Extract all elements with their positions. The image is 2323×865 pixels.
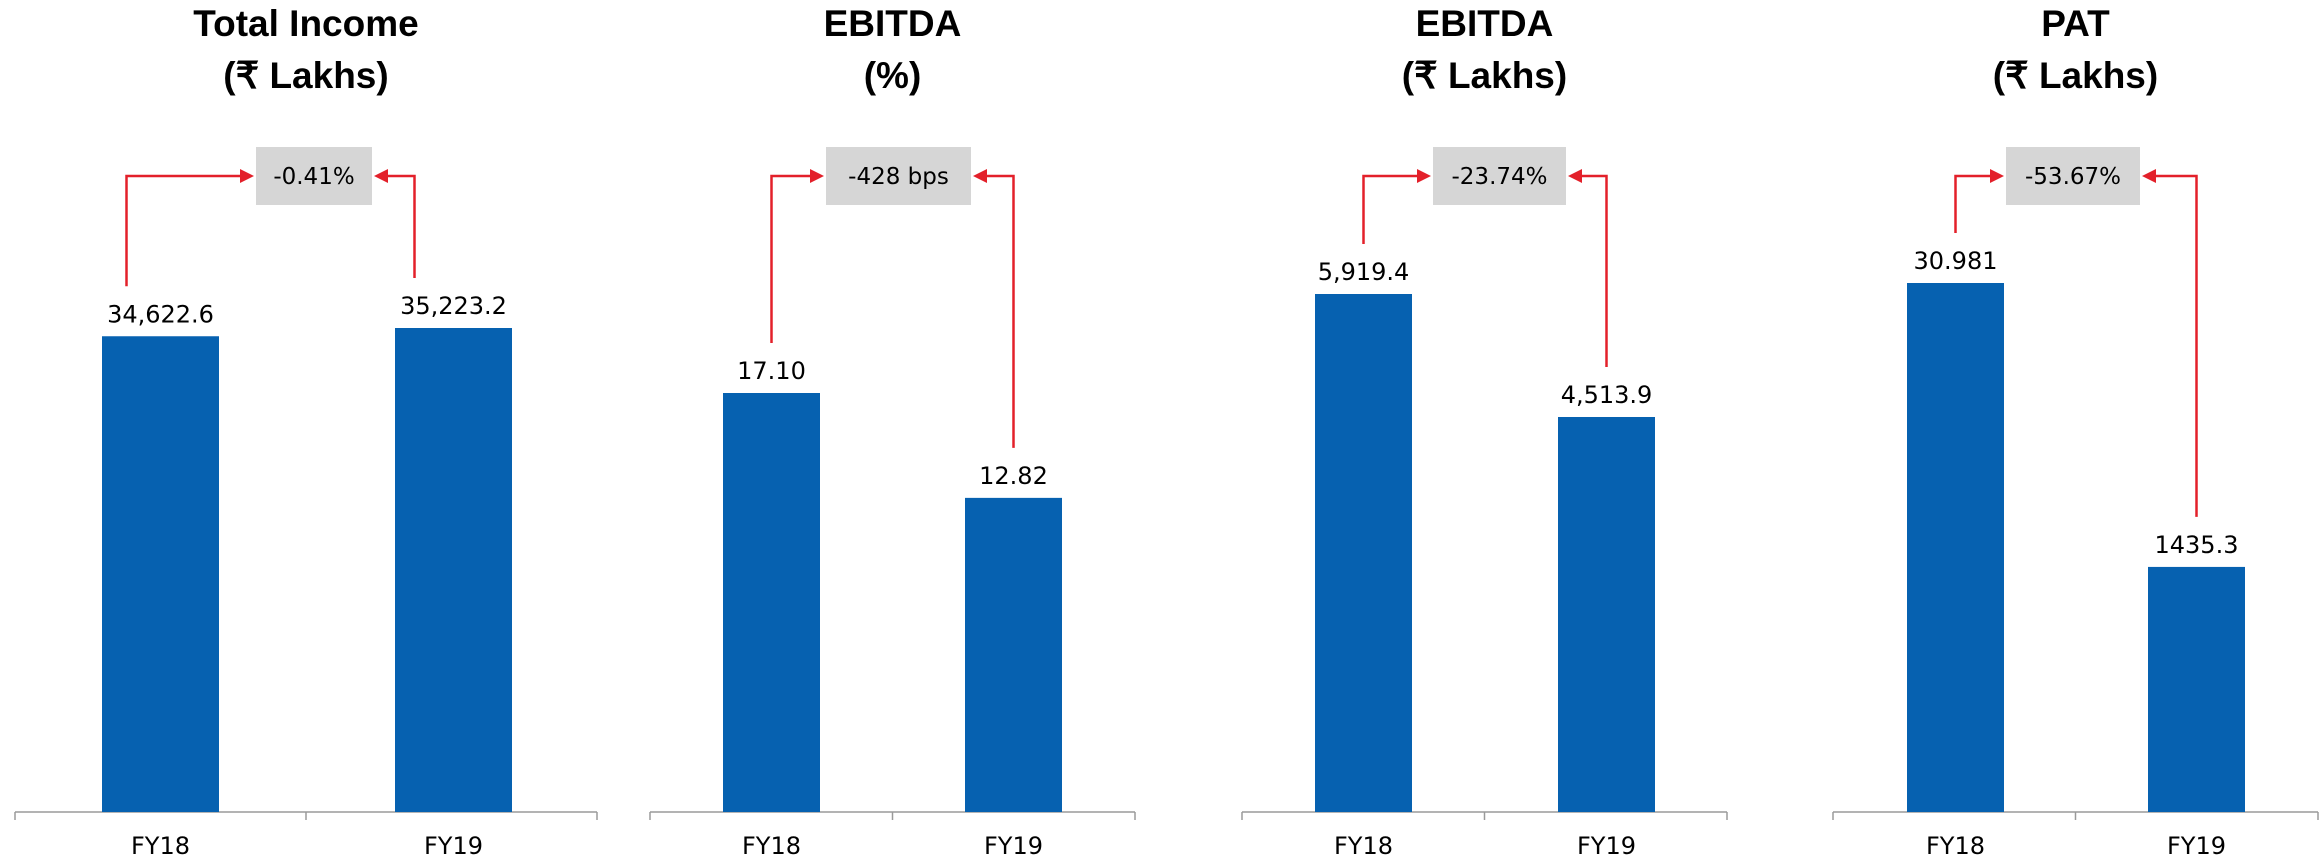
bar-fy19 [1558,416,1655,812]
category-label: FY19 [2167,832,2226,860]
data-label: 12.82 [979,462,1048,490]
bar-fy19 [2148,566,2245,812]
data-label: 5,919.4 [1318,258,1410,286]
connector-left [1954,174,1992,233]
data-label: 35,223.2 [400,292,507,320]
category-label: FY18 [131,832,190,860]
category-label: FY19 [1577,832,1636,860]
change-label: -23.74% [1452,164,1548,190]
arrowhead-right-icon [973,169,987,183]
category-label: FY19 [984,832,1043,860]
data-label: 4,513.9 [1561,381,1653,409]
bar-fy18 [723,393,820,812]
arrowhead-left-icon [1417,169,1431,183]
bar-fy19 [395,328,512,812]
category-label: FY18 [1926,832,1985,860]
connector-right [1580,174,1608,367]
chart-title: PAT [2041,3,2110,44]
data-label: 1435.3 [2155,531,2239,559]
change-label: -53.67% [2025,164,2121,190]
change-box [2006,147,2140,205]
arrowhead-left-icon [240,169,254,183]
category-label: FY19 [424,832,483,860]
data-label: 30.981 [1914,247,1998,275]
change-box [826,147,971,205]
connector-left [770,174,812,343]
bar-fy18 [102,336,219,812]
bar-fy18 [1907,283,2004,812]
connector-left [1362,174,1419,244]
arrowhead-left-icon [1990,169,2004,183]
chart-subtitle: (₹ Lakhs) [1402,55,1567,96]
chart-title: Total Income [193,3,418,44]
change-box [1433,147,1566,205]
connector-right [386,174,416,278]
connector-right [2154,174,2198,517]
arrowhead-left-icon [810,169,824,183]
bar-fy18 [1315,294,1412,812]
chart-title: EBITDA [824,3,962,44]
category-label: FY18 [742,832,801,860]
change-label: -0.41% [273,164,354,190]
connector-right [985,174,1015,448]
connector-left [125,174,242,287]
change-box [256,147,372,205]
data-label: 34,622.6 [107,300,214,328]
change-label: -428 bps [848,164,949,190]
chart-subtitle: (₹ Lakhs) [223,55,388,96]
bar-fy19 [965,497,1062,812]
chart-subtitle: (₹ Lakhs) [1993,55,2158,96]
category-label: FY18 [1334,832,1393,860]
arrowhead-right-icon [374,169,388,183]
chart-subtitle: (%) [864,55,922,96]
chart-title: EBITDA [1416,3,1554,44]
arrowhead-right-icon [2142,169,2156,183]
data-label: 17.10 [737,357,806,385]
arrowhead-right-icon [1568,169,1582,183]
